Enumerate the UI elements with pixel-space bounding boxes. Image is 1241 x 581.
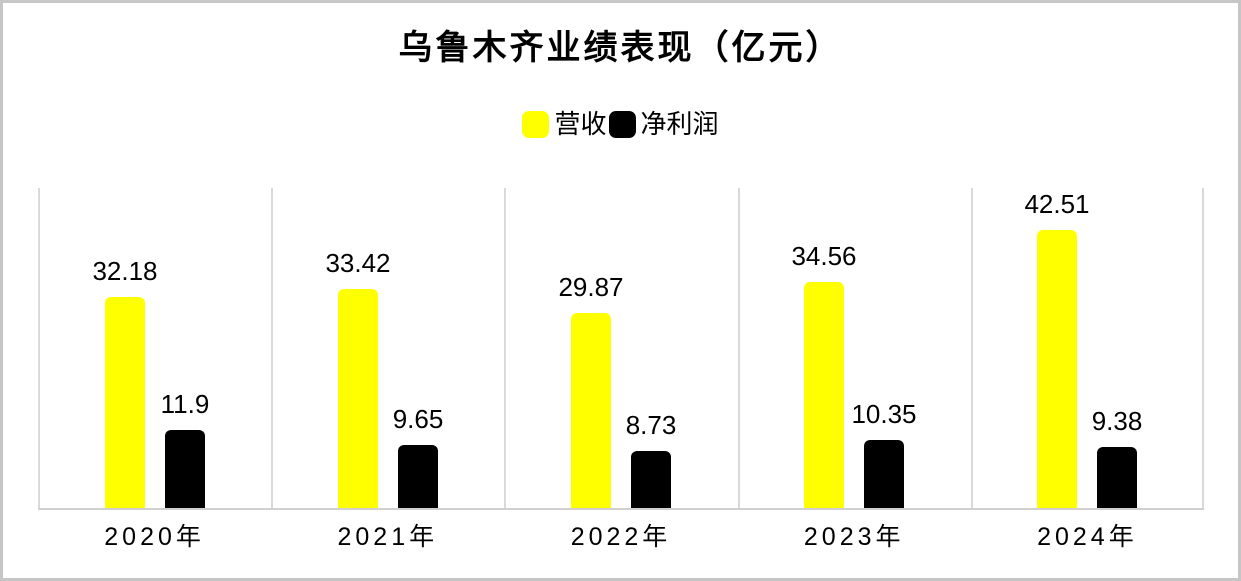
- category-gridline: [738, 188, 740, 508]
- category-gridline: [1202, 188, 1204, 508]
- revenue-value-label-2021年: 33.42: [325, 248, 391, 278]
- category-gridline: [504, 188, 506, 508]
- x-axis-label-2021年: 2021年: [337, 523, 439, 551]
- revenue-value-label-2024年: 42.51: [1024, 189, 1090, 219]
- net-profit-value-label-2020年: 11.9: [160, 389, 210, 419]
- x-axis-label-2020年: 2020年: [104, 523, 205, 551]
- revenue-bar-2022年: [571, 313, 611, 508]
- net-profit-bar-2021年: [398, 445, 438, 508]
- chart-legend: 营收 净利润: [3, 109, 1238, 139]
- revenue-bar-2021年: [338, 289, 378, 508]
- x-axis-label-2023年: 2023年: [803, 523, 905, 551]
- revenue-bar-2020年: [105, 297, 145, 508]
- revenue-bar-2024年: [1037, 230, 1077, 508]
- net-profit-bar-2020年: [165, 430, 205, 508]
- x-axis-label-2024年: 2024年: [1037, 523, 1138, 551]
- legend-item-net-profit: 净利润: [608, 109, 719, 139]
- plot-area: 32.18 11.9 33.42 9.65 29.87 8.73 34.56 10.35 42.…: [38, 188, 1204, 510]
- revenue-value-label-2023年: 34.56: [791, 241, 857, 271]
- revenue-swatch-icon: [522, 110, 550, 138]
- x-axis-label-2022年: 2022年: [570, 523, 672, 551]
- category-gridline: [971, 188, 973, 508]
- legend-label-net-profit: 净利润: [640, 109, 719, 139]
- net-profit-bar-2023年: [864, 440, 904, 508]
- revenue-value-label-2022年: 29.87: [558, 272, 624, 302]
- chart-title: 乌鲁木齐业绩表现（亿元）: [398, 29, 843, 67]
- net-profit-value-label-2024年: 9.38: [1091, 406, 1143, 436]
- net-profit-swatch-icon: [608, 110, 636, 138]
- legend-item-revenue: 营收: [522, 109, 607, 139]
- net-profit-value-label-2021年: 9.65: [392, 404, 444, 434]
- net-profit-value-label-2022年: 8.73: [625, 410, 677, 440]
- revenue-value-label-2020年: 32.18: [92, 256, 158, 286]
- category-gridline: [38, 188, 40, 508]
- net-profit-bar-2022年: [631, 451, 671, 508]
- revenue-bar-2023年: [804, 282, 844, 508]
- net-profit-bar-2024年: [1097, 447, 1137, 508]
- legend-label-revenue: 营收: [554, 109, 607, 139]
- x-axis: 2020年 2021年 2022年 2023年 2024年: [38, 520, 1204, 554]
- category-gridline: [271, 188, 273, 508]
- net-profit-value-label-2023年: 10.35: [851, 399, 917, 429]
